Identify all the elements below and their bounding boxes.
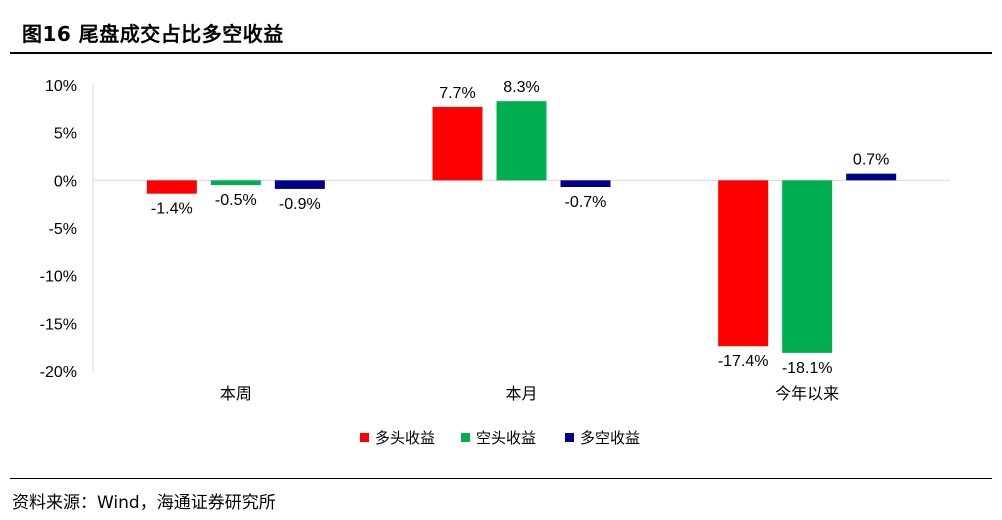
bar xyxy=(146,180,197,194)
title-bar: 图16 尾盘成交占比多空收益 xyxy=(10,10,992,54)
legend-swatch xyxy=(360,433,369,442)
data-label: 7.7% xyxy=(439,85,475,102)
data-label: -17.4% xyxy=(718,353,769,370)
legend-label: 多空收益 xyxy=(580,430,640,447)
y-tick-label: 0% xyxy=(54,173,77,190)
legend-label: 空头收益 xyxy=(476,430,536,447)
bar xyxy=(846,173,897,181)
data-label: -1.4% xyxy=(151,201,193,218)
data-label: 8.3% xyxy=(503,79,539,96)
legend-label: 多头收益 xyxy=(375,430,435,447)
y-tick-label: -20% xyxy=(40,364,77,381)
data-label: -0.5% xyxy=(215,192,257,209)
footer-rule xyxy=(10,478,992,479)
x-axis-category-labels: 本周 本月 今年以来 xyxy=(220,385,839,403)
bar xyxy=(274,180,325,189)
data-labels: -1.4% -0.5% -0.9% 7.7% 8.3% -0.7% -17.4% -18.1%… xyxy=(151,79,889,377)
bar xyxy=(496,101,547,181)
x-category-label: 本周 xyxy=(220,385,252,403)
bar-chart: 10% 5% 0% -5% -10% -15% -20% 本周 本月 今年以来 -1.4% -0.… xyxy=(40,78,950,447)
data-label: -0.7% xyxy=(565,194,607,211)
bar xyxy=(560,180,611,188)
x-category-label: 本月 xyxy=(505,385,537,403)
y-tick-label: -5% xyxy=(49,221,77,238)
bar xyxy=(718,180,769,347)
data-label: -18.1% xyxy=(782,360,833,377)
bars xyxy=(146,101,897,353)
chart-title: 图16 尾盘成交占比多空收益 xyxy=(22,22,284,46)
data-label: 0.7% xyxy=(853,152,889,169)
legend-swatch xyxy=(565,433,574,442)
x-category-label: 今年以来 xyxy=(775,385,839,403)
y-tick-label: 5% xyxy=(54,126,77,143)
bar xyxy=(432,106,483,181)
data-label: -0.9% xyxy=(279,196,321,213)
bar xyxy=(782,180,833,353)
bar xyxy=(210,180,261,186)
source-note: 资料来源：Wind，海通证券研究所 xyxy=(12,493,276,513)
y-tick-label: -10% xyxy=(40,269,77,286)
legend-swatch xyxy=(461,433,470,442)
legend: 多头收益 空头收益 多空收益 xyxy=(360,430,640,447)
y-tick-label: 10% xyxy=(45,78,77,95)
y-tick-label: -15% xyxy=(40,316,77,333)
